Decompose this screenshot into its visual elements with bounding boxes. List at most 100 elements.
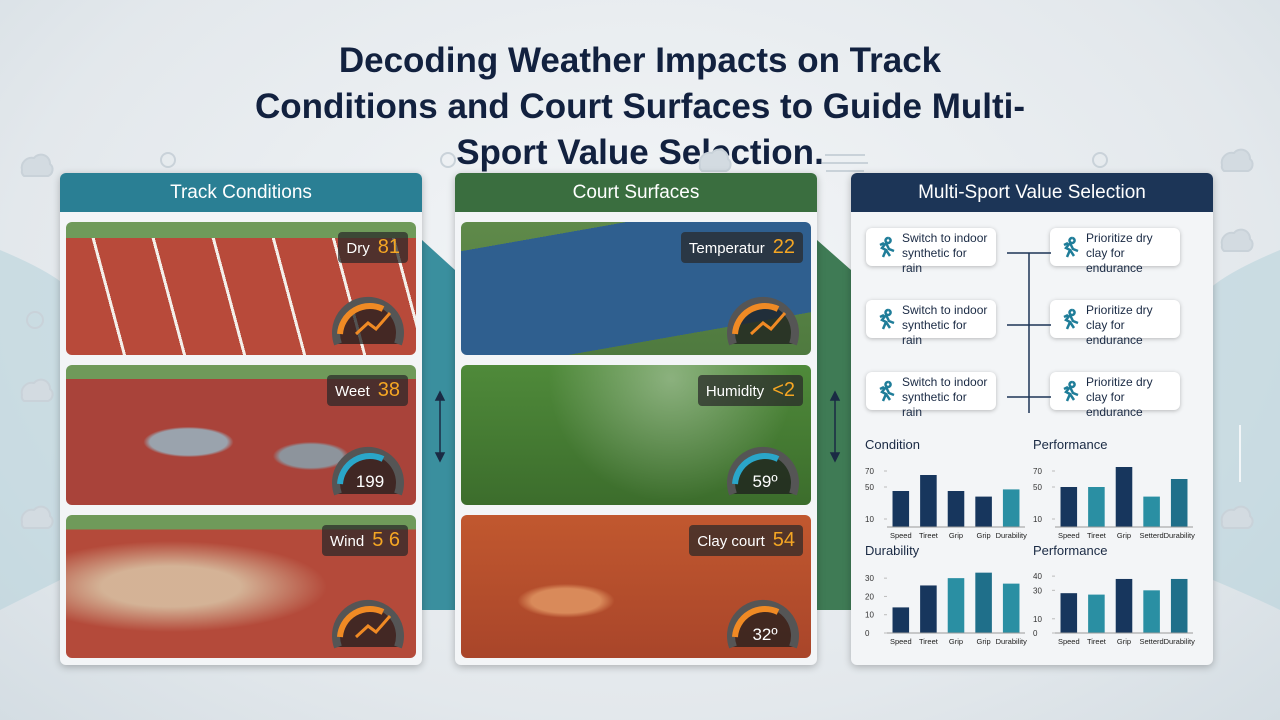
condition-card: Humidity <2 59º [461, 365, 811, 505]
y-tick-label: 0 [1033, 629, 1038, 638]
bar [1143, 496, 1160, 527]
runner [879, 380, 895, 402]
x-tick-label: Grip [1117, 637, 1131, 646]
x-tick-label: Setterd [1140, 637, 1164, 646]
runner [1063, 308, 1079, 330]
gauge-arc [337, 303, 385, 335]
mini-chart: Performance 10 50 70 Speed Tireet Grip Setterd D… [1033, 437, 1195, 540]
x-tick-label: Setterd [1140, 531, 1164, 540]
bar [1060, 487, 1078, 527]
bar [1088, 594, 1105, 633]
panel-title: Multi-Sport Value Selection [851, 173, 1213, 212]
x-tick-label: Durability [996, 637, 1028, 646]
bar [1115, 578, 1133, 633]
y-tick-label: 50 [865, 483, 874, 492]
gauge-arc [337, 606, 385, 638]
bar [1060, 593, 1078, 633]
gauge: 59º [727, 446, 799, 496]
y-tick-label: 40 [1033, 572, 1042, 581]
action-box: Switch to indoor synthetic for rain [866, 228, 996, 275]
y-tick-label: 10 [1033, 615, 1042, 624]
y-tick-label: 30 [865, 574, 874, 583]
y-tick-label: 50 [1033, 483, 1042, 492]
runner [1063, 236, 1079, 258]
weather-icons [20, 148, 1254, 529]
x-tick-label: Grip [1117, 531, 1131, 540]
x-tick-label: Speed [1058, 637, 1080, 646]
label-text: Dry [346, 240, 370, 257]
label-value: <2 [772, 379, 795, 401]
bar [1170, 578, 1188, 633]
x-tick-label: Grip [977, 531, 991, 540]
gauge [332, 599, 404, 649]
connector [817, 240, 851, 610]
condition-card: Dry 81 [66, 222, 416, 355]
panel-title: Court Surfaces [455, 173, 817, 212]
panel: Court Surfaces Temperatur 22 Humidity <2 59º C… [455, 173, 817, 665]
y-tick-label: 0 [865, 629, 870, 638]
x-tick-label: Durability [996, 531, 1028, 540]
gauge-arc [732, 303, 780, 335]
gauge-icon [354, 312, 392, 336]
label-text: Clay court [697, 533, 765, 550]
bar [975, 496, 992, 527]
bar [892, 491, 910, 527]
gauge: 199 [332, 446, 404, 496]
y-tick-label: 70 [865, 467, 874, 476]
condition-label: Wind 5 6 [322, 525, 408, 556]
condition-card: Wind 5 6 [66, 515, 416, 658]
runner [879, 236, 895, 258]
label-value: 5 6 [372, 529, 400, 551]
gauge-value: 32º [752, 625, 777, 644]
label-text: Wind [330, 533, 365, 550]
bar [1002, 583, 1020, 633]
bar [920, 585, 937, 633]
bar [1170, 479, 1188, 527]
runner [1063, 380, 1079, 402]
x-tick-label: Grip [949, 531, 963, 540]
gauge-arc [337, 453, 385, 485]
chart-title: Durability [865, 543, 920, 558]
condition-label: Clay court 54 [689, 525, 803, 556]
condition-label: Humidity <2 [697, 375, 803, 406]
label-value: 54 [772, 529, 795, 551]
x-tick-label: Grip [977, 637, 991, 646]
chart-title: Performance [1033, 543, 1107, 558]
connector [422, 240, 455, 610]
action-box: Prioritize dry clay for endurance [1050, 300, 1180, 347]
x-tick-label: Tireet [1087, 531, 1107, 540]
y-tick-label: 10 [865, 611, 874, 620]
action-box: Switch to indoor synthetic for rain [866, 300, 996, 347]
condition-label: Temperatur 22 [680, 232, 803, 263]
y-tick-label: 70 [1033, 467, 1042, 476]
label-text: Weet [335, 383, 370, 400]
condition-label: Dry 81 [338, 232, 408, 263]
x-tick-label: Speed [890, 531, 912, 540]
gauge-icon [354, 615, 392, 639]
panel: Multi-Sport Value Selection Switch to ind… [851, 173, 1213, 665]
gauge [727, 296, 799, 346]
y-tick-label: 30 [1033, 586, 1042, 595]
x-tick-label: Tireet [919, 637, 939, 646]
action-box: Prioritize dry clay for endurance [1050, 372, 1180, 419]
gauge-arc [732, 606, 780, 638]
y-tick-label: 10 [865, 515, 874, 524]
mini-chart: Durability 0 10 20 30 Speed Tireet Grip Grip Dura… [865, 543, 1028, 646]
mini-chart: Condition 10 50 70 Speed Tireet Grip Grip Durabi… [865, 437, 1028, 540]
label-text: Temperatur [688, 240, 765, 257]
page-title: Decoding Weather Impacts on Track Condit… [255, 41, 1025, 172]
condition-card: Temperatur 22 [461, 222, 811, 355]
bar [920, 475, 937, 527]
backdrop-wave [1196, 250, 1280, 610]
panel-title: Track Conditions [60, 173, 422, 212]
x-tick-label: Speed [1058, 531, 1080, 540]
panel: Track Conditions Dry 81 Weet 38 199 Wind 5 6 [60, 173, 422, 665]
bar [1088, 487, 1105, 527]
x-tick-label: Durability [1164, 637, 1196, 646]
gauge: 32º [727, 599, 799, 649]
action-links [1007, 252, 1051, 413]
bar [947, 578, 965, 633]
runner-icon [1063, 380, 1079, 402]
mini-chart: Performance 0 10 30 40 Speed Tireet Grip Setterd… [1033, 543, 1196, 646]
